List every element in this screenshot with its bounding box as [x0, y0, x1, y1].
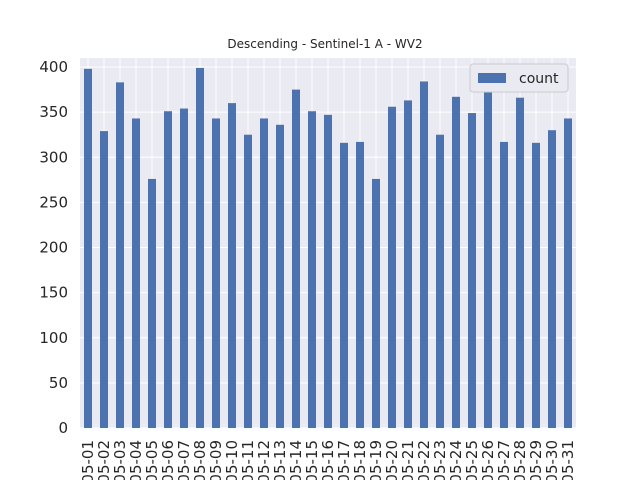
bar-05-25 — [468, 113, 476, 429]
y-tick-label: 350 — [39, 103, 68, 121]
bar-05-21 — [404, 100, 412, 428]
x-tick-label: 05-24 — [447, 440, 465, 480]
bar-05-26 — [484, 89, 492, 429]
x-tick-label: 05-25 — [463, 440, 481, 480]
bar-05-28 — [516, 97, 524, 429]
x-tick-label: 05-02 — [95, 440, 113, 480]
x-tick-label: 05-31 — [559, 440, 577, 480]
y-tick-label: 300 — [39, 148, 68, 166]
x-tick-label: 05-09 — [207, 440, 225, 480]
x-tick-label: 05-08 — [191, 440, 209, 480]
x-tick-labels: 05-0105-0205-0305-0405-0505-0605-0705-08… — [79, 440, 577, 480]
bar-05-05 — [148, 178, 156, 428]
x-tick-label: 05-18 — [351, 440, 369, 480]
x-tick-label: 05-05 — [143, 440, 161, 480]
y-tick-label: 100 — [39, 329, 68, 347]
bar-05-29 — [532, 142, 540, 428]
bar-05-04 — [132, 118, 140, 429]
y-tick-label: 200 — [39, 239, 68, 257]
x-tick-label: 05-14 — [287, 440, 305, 480]
bar-05-08 — [196, 67, 204, 429]
legend-box — [469, 63, 569, 93]
bar-05-09 — [212, 118, 220, 429]
x-tick-label: 05-28 — [511, 440, 529, 480]
x-tick-label: 05-27 — [495, 440, 513, 480]
bar-05-19 — [372, 178, 380, 428]
x-tick-label: 05-23 — [431, 440, 449, 480]
bar-05-10 — [228, 103, 236, 428]
x-tick-label: 05-26 — [479, 440, 497, 480]
x-tick-label: 05-07 — [175, 440, 193, 480]
x-tick-label: 05-20 — [383, 440, 401, 480]
legend-label: count — [519, 71, 559, 87]
bar-05-14 — [292, 89, 300, 429]
bar-05-30 — [548, 130, 556, 428]
legend-swatch — [478, 73, 506, 83]
x-tick-label: 05-17 — [335, 440, 353, 480]
y-tick-label: 50 — [49, 374, 68, 392]
bar-05-02 — [100, 131, 108, 428]
bars — [84, 67, 572, 429]
x-tick-label: 05-11 — [239, 440, 257, 480]
bar-05-18 — [356, 141, 364, 429]
x-tick-label: 05-29 — [527, 440, 545, 480]
x-tick-label: 05-16 — [319, 440, 337, 480]
bar-05-22 — [420, 81, 428, 429]
y-tick-label: 0 — [58, 419, 68, 437]
bar-05-23 — [436, 134, 444, 428]
bar-05-01 — [84, 68, 92, 428]
y-tick-labels: 0 50 100 150 200 250 300 350 400 — [39, 58, 68, 437]
x-tick-label: 05-04 — [127, 440, 145, 480]
y-tick-label: 400 — [39, 58, 68, 76]
x-tick-label: 05-06 — [159, 440, 177, 480]
x-tick-label: 05-10 — [223, 440, 241, 480]
bar-05-24 — [452, 96, 460, 429]
x-tick-label: 05-15 — [303, 440, 321, 480]
bar-05-20 — [388, 106, 396, 429]
bar-05-07 — [180, 108, 188, 428]
bar-05-13 — [276, 124, 284, 428]
x-tick-label: 05-30 — [543, 440, 561, 480]
x-tick-label: 05-21 — [399, 440, 417, 480]
legend: count — [469, 63, 569, 93]
bar-05-27 — [500, 141, 508, 429]
x-tick-label: 05-22 — [415, 440, 433, 480]
x-tick-label: 05-03 — [111, 440, 129, 480]
y-tick-label: 250 — [39, 193, 68, 211]
bar-05-03 — [116, 82, 124, 429]
bar-05-15 — [308, 111, 316, 429]
bar-05-12 — [260, 118, 268, 429]
x-tick-label: 05-01 — [79, 440, 97, 480]
y-tick-label: 150 — [39, 284, 68, 302]
x-tick-label: 05-12 — [255, 440, 273, 480]
bar-05-06 — [164, 111, 172, 429]
bar-05-17 — [340, 142, 348, 428]
x-tick-label: 05-19 — [367, 440, 385, 480]
bar-05-16 — [324, 114, 332, 428]
bar-05-31 — [564, 118, 572, 429]
x-tick-label: 05-13 — [271, 440, 289, 480]
chart-title: Descending - Sentinel-1 A - WV2 — [227, 37, 422, 51]
bar-05-11 — [244, 134, 252, 428]
